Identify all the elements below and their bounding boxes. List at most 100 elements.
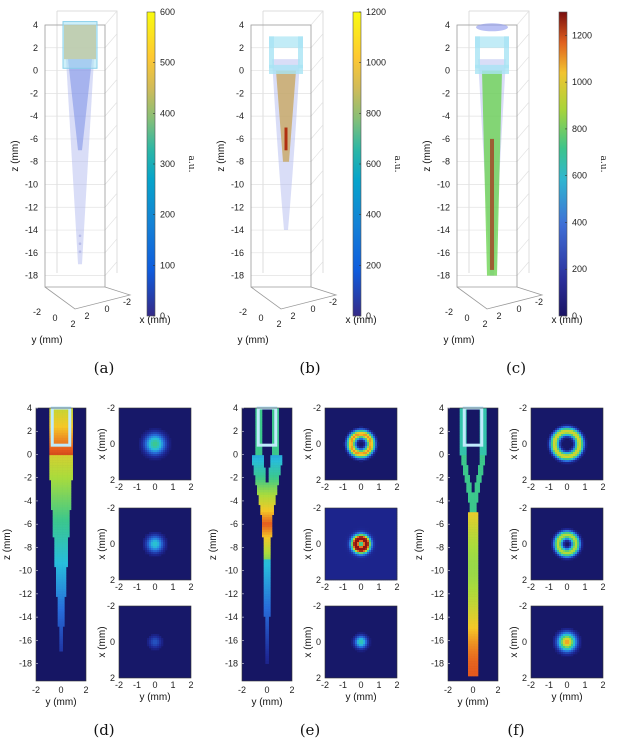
longitudinal-cell bbox=[473, 559, 475, 563]
longitudinal-cell bbox=[469, 546, 472, 550]
cross-section-cell bbox=[145, 548, 148, 551]
longitudinal-cell bbox=[262, 479, 264, 483]
longitudinal-cell bbox=[476, 492, 479, 496]
cross-section-cell bbox=[333, 566, 336, 569]
cross-section-cell bbox=[371, 558, 374, 561]
cross-section-cell bbox=[375, 564, 378, 567]
longitudinal-cell bbox=[61, 470, 63, 473]
cross-section-cell bbox=[139, 440, 142, 443]
cross-section-cell bbox=[561, 536, 564, 539]
longitudinal-cell bbox=[62, 569, 65, 573]
y-axis-label: y (mm) bbox=[31, 335, 62, 346]
z-tick-label: -14 bbox=[431, 612, 444, 622]
longitudinal-cell bbox=[49, 425, 52, 429]
longitudinal-cell bbox=[463, 472, 465, 476]
longitudinal-cell bbox=[56, 591, 58, 595]
longitudinal-cell bbox=[267, 507, 269, 511]
longitudinal-cell bbox=[71, 422, 73, 426]
cross-section-cell bbox=[349, 544, 352, 547]
cross-section-cell bbox=[337, 510, 340, 513]
longitudinal-cell bbox=[268, 499, 271, 503]
longitudinal-cell bbox=[64, 537, 67, 540]
longitudinal-cell bbox=[263, 539, 266, 543]
cross-section-cell bbox=[577, 442, 580, 445]
cross-section-cell bbox=[337, 526, 340, 529]
z-gridline-depth bbox=[310, 261, 324, 276]
cross-section-cell bbox=[357, 510, 360, 513]
cross-section-cell bbox=[349, 450, 352, 453]
cross-section-cell bbox=[149, 444, 152, 447]
longitudinal-cell bbox=[66, 524, 68, 528]
x-tick-label: -2 bbox=[329, 297, 337, 307]
z-tick-label: -12 bbox=[431, 589, 444, 599]
cross-section-cell bbox=[557, 426, 560, 429]
longitudinal-cell bbox=[69, 479, 72, 483]
longitudinal-cell bbox=[469, 596, 472, 600]
longitudinal-cell bbox=[253, 472, 256, 476]
longitudinal-cell bbox=[258, 475, 261, 478]
longitudinal-cell bbox=[66, 517, 68, 520]
cross-section-cell bbox=[359, 536, 362, 539]
longitudinal-cell bbox=[56, 467, 58, 471]
cross-section-cell bbox=[367, 512, 370, 515]
cross-section-cell bbox=[155, 450, 158, 453]
cross-section-cell bbox=[367, 546, 370, 549]
cross-section-cell bbox=[149, 442, 152, 445]
longitudinal-cell bbox=[51, 465, 53, 468]
cross-section-cell bbox=[367, 642, 370, 645]
cross-section-cell bbox=[351, 510, 354, 513]
cross-section-cell bbox=[339, 558, 342, 561]
cross-section-cell bbox=[159, 540, 162, 543]
longitudinal-cell bbox=[62, 417, 65, 421]
longitudinal-cell bbox=[474, 609, 477, 612]
longitudinal-cell bbox=[61, 574, 63, 578]
cross-section-cell bbox=[357, 452, 360, 455]
z-tick-label: 4 bbox=[33, 20, 38, 30]
z-tick-label: -18 bbox=[25, 271, 38, 281]
cross-section-cell bbox=[355, 458, 358, 461]
cross-section-cell bbox=[565, 430, 568, 433]
cross-section-cell bbox=[345, 444, 348, 447]
longitudinal-cell bbox=[473, 544, 475, 548]
cross-section-cell bbox=[363, 528, 366, 531]
cross-section-cell bbox=[365, 634, 368, 637]
cross-section-cell bbox=[573, 432, 576, 435]
cross-section-cell bbox=[567, 424, 570, 427]
cross-section-cell bbox=[573, 542, 576, 545]
longitudinal-cell bbox=[476, 534, 479, 538]
cross-section-cell bbox=[381, 520, 384, 523]
cross-section-cell bbox=[391, 546, 394, 549]
cross-section-cell bbox=[359, 446, 362, 449]
longitudinal-cell bbox=[61, 601, 63, 605]
longitudinal-cell bbox=[265, 623, 268, 627]
cross-section-cell bbox=[391, 556, 394, 559]
cross-section-cell bbox=[325, 554, 328, 557]
cross-section-cell bbox=[391, 518, 394, 521]
cross-section-cell bbox=[563, 458, 566, 461]
longitudinal-cell bbox=[471, 551, 474, 555]
longitudinal-cell bbox=[275, 492, 278, 496]
longitudinal-cell bbox=[272, 412, 274, 416]
cross-section-cell bbox=[377, 540, 380, 543]
cross-section-cell bbox=[371, 520, 374, 523]
longitudinal-cell bbox=[464, 460, 467, 463]
cross-section-cell bbox=[575, 428, 578, 431]
longitudinal-cell bbox=[57, 554, 60, 558]
cross-section-cell bbox=[385, 576, 388, 579]
cross-section-cell bbox=[579, 446, 582, 449]
longitudinal-cell bbox=[253, 455, 256, 458]
cross-section-cell bbox=[385, 548, 388, 551]
longitudinal-cell bbox=[484, 432, 487, 436]
cross-section-cell bbox=[551, 454, 554, 457]
fiber-probe-bottom bbox=[475, 64, 509, 74]
longitudinal-cell bbox=[469, 484, 472, 488]
longitudinal-cell bbox=[49, 427, 52, 431]
longitudinal-cell bbox=[468, 561, 470, 565]
longitudinal-cell bbox=[263, 527, 266, 530]
longitudinal-cell bbox=[474, 534, 477, 538]
cross-section-cell bbox=[355, 530, 358, 533]
cross-section-cell bbox=[555, 430, 558, 433]
longitudinal-cell bbox=[263, 544, 266, 548]
cross-section-cell bbox=[355, 538, 358, 541]
longitudinal-cell bbox=[263, 591, 266, 595]
